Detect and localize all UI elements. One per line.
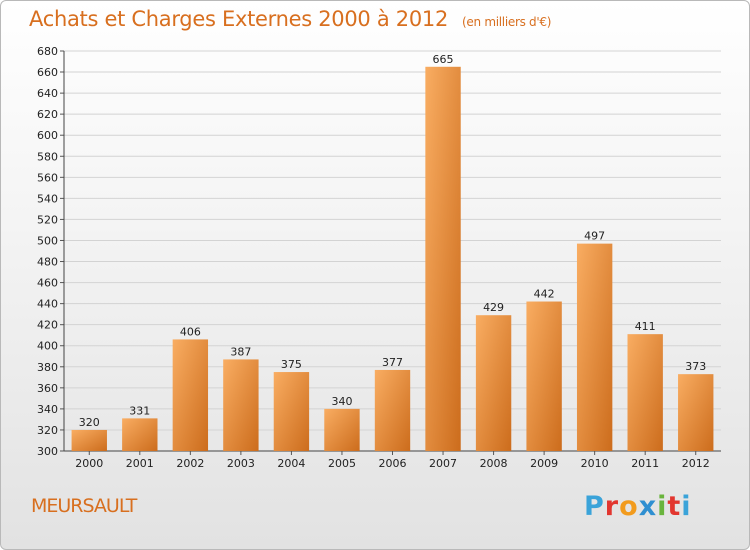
data-label-2002: 406	[180, 325, 201, 338]
data-label-2004: 375	[281, 358, 302, 371]
bar-2010	[576, 243, 613, 451]
data-label-2011: 411	[635, 320, 656, 333]
bar-2005	[324, 408, 360, 451]
bar-2006	[374, 369, 411, 451]
y-tick-label: 620	[37, 108, 58, 121]
y-tick-label: 520	[37, 213, 58, 226]
logo-letter: r	[604, 491, 620, 522]
data-label-2001: 331	[129, 404, 150, 417]
y-tick-label: 300	[37, 445, 58, 458]
y-tick-label: 360	[37, 382, 58, 395]
data-label-2009: 442	[534, 288, 555, 301]
bar-2009	[526, 301, 562, 451]
y-tick-label: 580	[37, 150, 58, 163]
x-tick-label: 2000	[75, 457, 103, 470]
y-tick-label: 440	[37, 298, 58, 311]
logo-letter: i	[657, 491, 668, 522]
y-tick-label: 460	[37, 277, 58, 290]
x-tick-label: 2009	[530, 457, 558, 470]
logo-letter: o	[619, 491, 639, 522]
data-label-2003: 387	[230, 345, 251, 358]
data-label-2010: 497	[584, 230, 605, 243]
data-label-2012: 373	[685, 360, 706, 373]
y-tick-label: 400	[37, 340, 58, 353]
logo-letter: x	[638, 491, 658, 522]
data-label-2008: 429	[483, 301, 504, 314]
bar-2008	[475, 315, 512, 451]
bar-2012	[678, 374, 714, 451]
title-unit: (en milliers d'€)	[462, 15, 552, 29]
x-tick-label: 2002	[176, 457, 204, 470]
proxiti-logo: Proxiti	[584, 491, 692, 522]
y-tick-label: 320	[37, 424, 58, 437]
bar-2011	[627, 334, 663, 451]
y-tick-label: 500	[37, 234, 58, 247]
y-tick-label: 340	[37, 403, 58, 416]
bar-2003	[223, 359, 259, 451]
x-tick-label: 2008	[480, 457, 508, 470]
commune-name: MEURSAULT	[31, 495, 137, 517]
chart-title: Achats et Charges Externes 2000 à 2012 (e…	[29, 7, 551, 31]
bar-2001	[122, 418, 158, 451]
x-tick-label: 2005	[328, 457, 356, 470]
y-tick-label: 380	[37, 361, 58, 374]
x-tick-label: 2007	[429, 457, 457, 470]
x-tick-label: 2006	[379, 457, 407, 470]
bar-2002	[172, 339, 209, 451]
x-tick-label: 2001	[126, 457, 154, 470]
y-tick-label: 660	[37, 66, 58, 79]
bars	[71, 66, 714, 451]
y-tick-label: 560	[37, 171, 58, 184]
title-text: Achats et Charges Externes 2000 à 2012	[29, 7, 449, 31]
x-tick-label: 2010	[581, 457, 609, 470]
bar-2000	[71, 429, 107, 451]
data-label-2000: 320	[79, 416, 100, 429]
y-tick-label: 600	[37, 129, 58, 142]
y-tick-label: 480	[37, 256, 58, 269]
bar-2007	[425, 66, 461, 451]
y-tick-label: 420	[37, 319, 58, 332]
data-label-2007: 665	[433, 53, 454, 66]
axes: 300 320 340 360 380 400 420 440 460 480 500 520 540 5…	[37, 45, 721, 470]
bar-2004	[273, 372, 310, 451]
x-tick-label: 2004	[277, 457, 305, 470]
logo-letter: i	[681, 491, 692, 522]
x-tick-label: 2011	[631, 457, 659, 470]
logo-letter: t	[667, 491, 682, 522]
y-tick-label: 680	[37, 45, 58, 58]
logo-letter: P	[584, 491, 605, 522]
y-tick-label: 640	[37, 87, 58, 100]
data-label-2005: 340	[331, 395, 352, 408]
data-labels: 320 331 406 387 375 340 377 665 429 442 497 411 373	[79, 53, 706, 429]
y-tick-label: 540	[37, 192, 58, 205]
x-tick-label: 2012	[682, 457, 710, 470]
data-label-2006: 377	[382, 356, 403, 369]
x-tick-label: 2003	[227, 457, 255, 470]
